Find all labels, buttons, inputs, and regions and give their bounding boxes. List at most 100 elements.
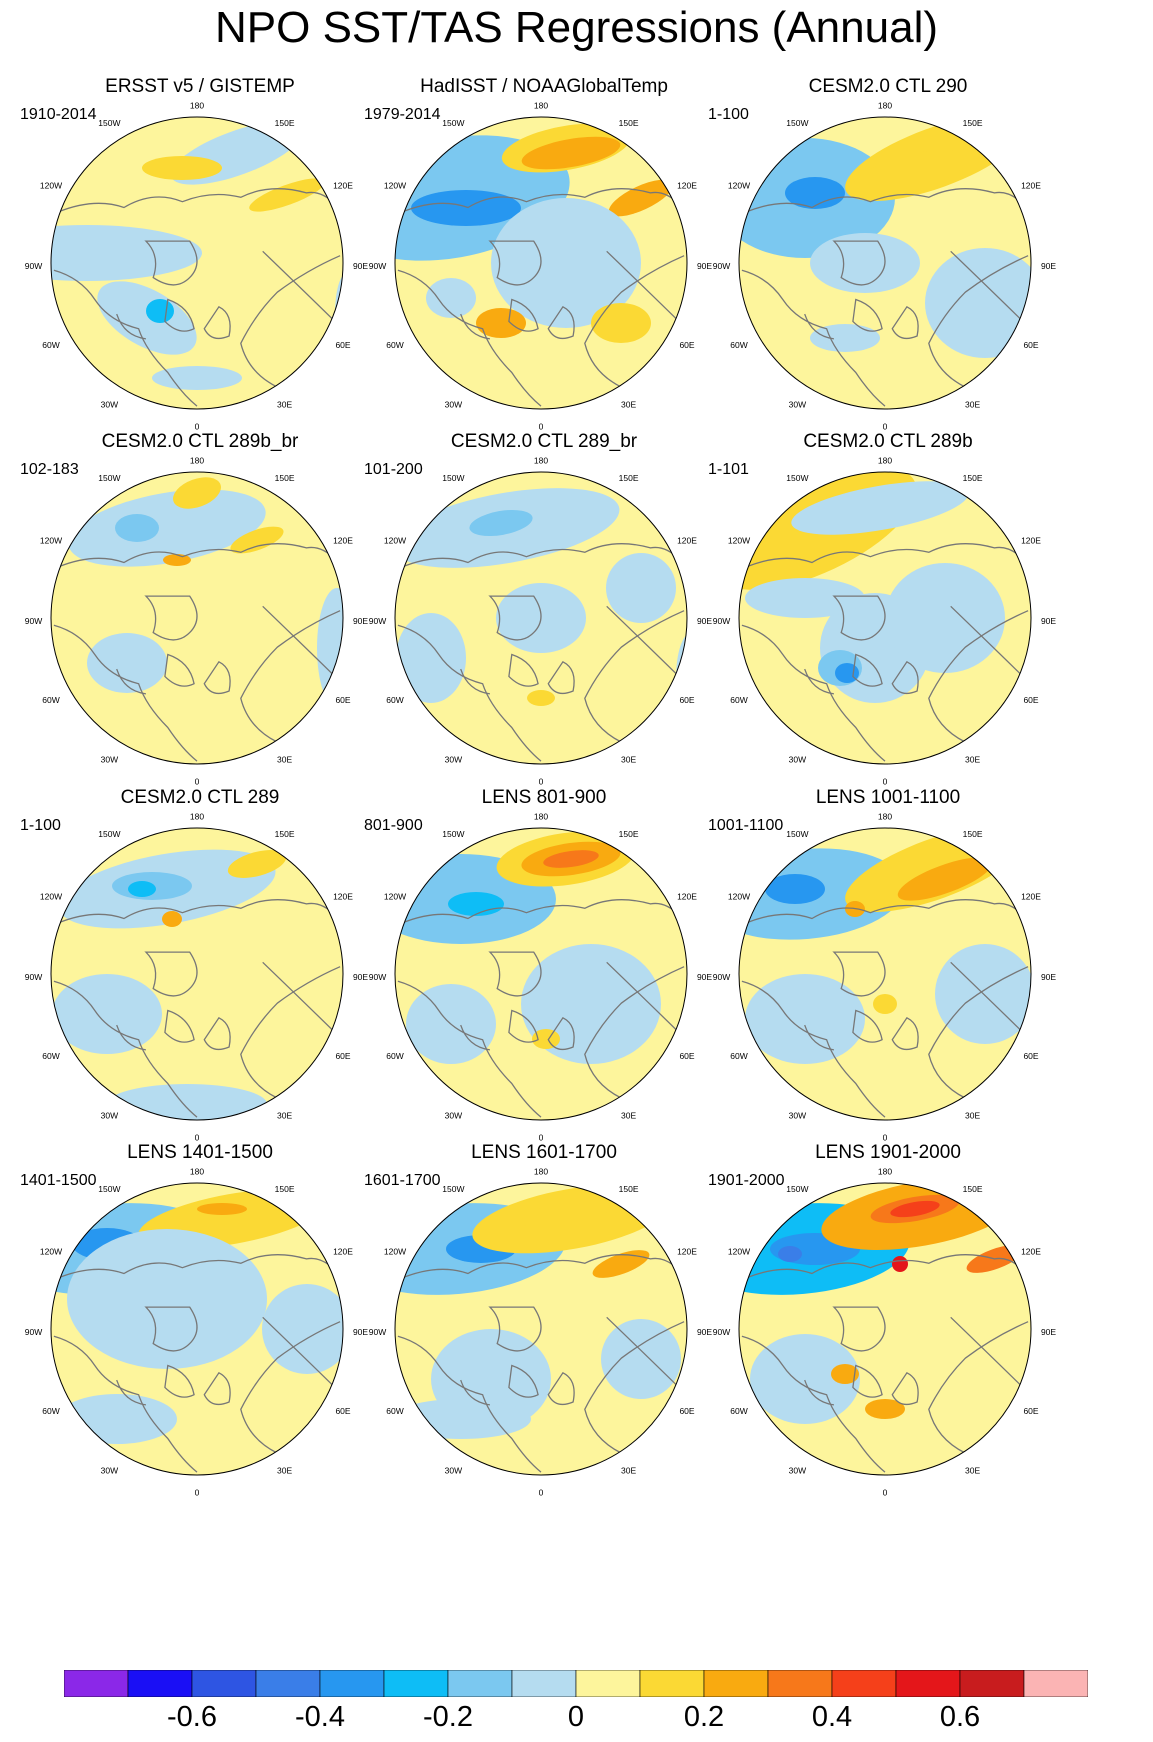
longitude-label: 90E xyxy=(353,261,368,271)
coastline xyxy=(746,1254,1025,1279)
longitude-label: 120E xyxy=(333,892,353,902)
coastline xyxy=(741,624,886,762)
longitude-label: 30W xyxy=(101,1111,118,1121)
coastline xyxy=(203,660,231,695)
map-border xyxy=(738,116,1032,410)
polar-map: 180 0 150W 150E 120W 120E 90W 90E 60W 60E 30W 30E xyxy=(713,455,1057,787)
map-panel: LENS 1401-1500 180 0 150W 150E 120W 120E 90W 90E… xyxy=(20,1141,380,1536)
regression-patch xyxy=(52,974,162,1054)
coastline xyxy=(240,1321,341,1454)
coastline xyxy=(950,250,1031,409)
longitude-label: 30W xyxy=(445,1111,462,1121)
longitude-label: 0 xyxy=(195,422,200,432)
polar-map: 180 0 150W 150E 120W 120E 90W 90E 60W 60E 30W 30E xyxy=(713,100,1057,431)
longitude-label: 0 xyxy=(195,777,200,787)
coastline xyxy=(804,668,834,695)
regression-patch xyxy=(249,178,325,212)
coastline xyxy=(53,980,198,1118)
longitude-label: 150W xyxy=(442,829,464,839)
coastline xyxy=(584,255,685,388)
coastline xyxy=(547,1016,575,1051)
longitude-label: 0 xyxy=(883,777,888,787)
coastline xyxy=(402,543,681,568)
coastline xyxy=(508,298,539,332)
coastline xyxy=(58,1254,337,1279)
map-border xyxy=(738,827,1032,1121)
panel-years: 1-101 xyxy=(708,461,749,478)
coastline xyxy=(164,653,195,687)
regression-patch xyxy=(395,1399,531,1439)
coastline xyxy=(460,313,490,340)
coastline xyxy=(891,1371,919,1406)
regression-patch xyxy=(491,198,641,328)
longitude-label: 30E xyxy=(621,400,636,410)
polar-map: 180 0 150W 150E 120W 120E 90W 90E 60W 60E 30W 30E xyxy=(25,811,369,1143)
colorbar-swatch xyxy=(575,1670,641,1697)
polar-map: 180 0 150W 150E 120W 120E 90W 90E 60W 60E 30W 30E xyxy=(369,811,713,1142)
map-border xyxy=(50,471,344,765)
regression-patch xyxy=(745,974,865,1064)
longitude-label: 30E xyxy=(621,755,636,765)
regression-patch xyxy=(873,994,897,1014)
regression-patch xyxy=(676,633,687,723)
map-border xyxy=(50,1182,344,1476)
longitude-label: 120E xyxy=(333,181,353,191)
panel-title: LENS 1901-2000 xyxy=(815,1142,961,1163)
coastline xyxy=(832,595,886,641)
coastline xyxy=(164,1009,195,1043)
longitude-label: 60W xyxy=(386,1406,403,1416)
coastline xyxy=(928,610,1029,743)
regression-patch xyxy=(68,489,266,567)
longitude-label: 150E xyxy=(963,118,983,128)
regression-patch xyxy=(57,1394,177,1444)
regression-patch xyxy=(606,553,676,623)
panel-years: 1401-1500 xyxy=(20,1172,97,1189)
longitude-label: 0 xyxy=(883,1133,888,1143)
longitude-label: 60W xyxy=(730,340,747,350)
map-panel: LENS 1901-2000 180 0 150W 150E 120W 120E 90W 90E… xyxy=(708,1141,1068,1536)
regression-patch xyxy=(778,1246,802,1262)
panel-title: CESM2.0 CTL 289b_br xyxy=(101,431,299,452)
coastline xyxy=(116,313,146,340)
regression-patch xyxy=(835,663,859,683)
longitude-label: 60E xyxy=(1023,1051,1038,1061)
coastline xyxy=(891,1016,919,1051)
longitude-label: 0 xyxy=(539,777,544,787)
regression-patch xyxy=(521,1199,611,1229)
regression-patch xyxy=(469,509,533,537)
longitude-label: 180 xyxy=(878,1166,892,1176)
longitude-label: 60E xyxy=(335,1051,350,1061)
longitude-label: 150E xyxy=(963,829,983,839)
longitude-label: 150E xyxy=(963,473,983,483)
longitude-label: 0 xyxy=(195,1133,200,1143)
map-panel: LENS 801-900 180 0 150W 150E 120W 120E 90W 90E 60… xyxy=(364,786,724,1181)
coastline xyxy=(488,951,542,997)
longitude-label: 90E xyxy=(353,1327,368,1337)
longitude-label: 180 xyxy=(534,455,548,465)
coastline xyxy=(240,966,341,1099)
longitude-label: 120W xyxy=(384,536,406,546)
longitude-label: 60W xyxy=(730,1406,747,1416)
colorbar-swatch xyxy=(319,1670,385,1697)
coastline xyxy=(891,305,919,340)
map-border xyxy=(50,116,344,410)
regression-patch xyxy=(163,554,191,566)
polar-map: 180 0 150W 150E 120W 120E 90W 90E 60W 60E 30W 30E xyxy=(369,1166,713,1497)
longitude-label: 90E xyxy=(697,972,712,982)
coastline xyxy=(144,595,198,641)
coastline xyxy=(397,980,542,1118)
map-border xyxy=(738,1182,1032,1476)
coastline xyxy=(402,188,681,213)
longitude-label: 30W xyxy=(789,755,806,765)
panel-title: LENS 801-900 xyxy=(481,787,607,808)
longitude-label: 90W xyxy=(25,616,42,626)
longitude-label: 90W xyxy=(25,261,42,271)
panel-title: CESM2.0 CTL 289b xyxy=(803,431,973,452)
coastline xyxy=(928,1321,1029,1454)
coastline xyxy=(460,1379,490,1406)
longitude-label: 120E xyxy=(1021,1247,1041,1257)
coastline xyxy=(397,624,542,762)
map-panel: CESM2.0 CTL 289b 180 0 150W 150E 120W 120E 90W 9… xyxy=(708,430,1068,825)
longitude-label: 60E xyxy=(335,340,350,350)
coastline xyxy=(950,961,1031,1120)
